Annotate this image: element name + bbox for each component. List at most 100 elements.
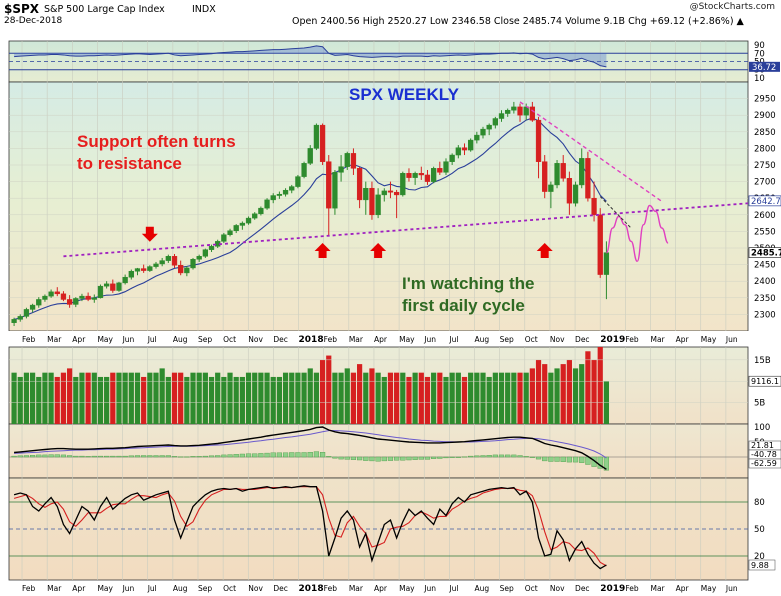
price-last-label: 2485.7 <box>751 249 781 259</box>
candle-body <box>474 134 480 141</box>
x-axis-label: Feb <box>22 335 36 344</box>
macd-histogram-bar <box>29 455 36 458</box>
volume-bar <box>511 372 517 424</box>
candle-body <box>350 153 357 169</box>
macd-histogram-bar <box>36 454 42 458</box>
volume-bar <box>375 372 381 424</box>
candle-body <box>184 267 190 274</box>
macd-histogram-bar <box>23 455 30 458</box>
x-axis-label: Aug <box>173 584 188 593</box>
candle-body <box>400 173 406 196</box>
macd-histogram-bar <box>54 454 60 458</box>
volume-bar <box>597 347 603 424</box>
volume-bar <box>190 372 196 424</box>
x-axis-label: May <box>701 584 717 593</box>
volume-bar <box>73 376 79 424</box>
x-axis-label: Dec <box>575 335 590 344</box>
macd-histogram-bar <box>252 453 258 458</box>
volume-bar <box>542 364 548 424</box>
macd-histogram-bar <box>301 452 307 458</box>
macd-histogram-bar <box>498 454 505 458</box>
rsi-line <box>14 45 607 68</box>
candle-body <box>227 230 233 235</box>
candle-body <box>412 173 418 178</box>
macd-histogram-bar <box>128 455 134 458</box>
volume-bar <box>29 372 36 424</box>
candle-body <box>369 187 375 216</box>
volume-bar <box>468 372 474 424</box>
price-tick-label: 2850 <box>754 128 776 138</box>
rsi-tick-label: 10 <box>754 74 765 84</box>
candle-body <box>313 124 320 149</box>
candle-body <box>307 148 313 164</box>
volume-bar <box>159 368 165 424</box>
down-arrow-marker <box>141 226 158 242</box>
volume-bar <box>523 372 529 424</box>
x-axis-label: Jun <box>122 584 135 593</box>
candle-body <box>66 299 73 305</box>
candle-body <box>141 268 147 271</box>
macd-histogram-bar <box>42 454 48 458</box>
candle-body <box>147 266 153 271</box>
macd-histogram-bar <box>560 456 566 463</box>
volume-bar <box>184 376 190 424</box>
macd-histogram-bar <box>104 455 110 458</box>
stochastic-tick-label: 50 <box>754 525 765 535</box>
candle-body <box>591 197 597 216</box>
candle-body <box>36 299 42 306</box>
up-arrow-marker <box>370 243 387 259</box>
candle-body <box>560 163 566 179</box>
macd-histogram-bar <box>67 455 73 458</box>
candle-body <box>443 161 449 173</box>
x-axis-label: Sep <box>500 335 514 344</box>
macd-histogram-bar <box>208 455 215 458</box>
candle-body <box>363 187 369 201</box>
support-annotation-line1: Support often turns <box>77 132 236 151</box>
volume-bar <box>54 376 60 424</box>
candle-body <box>134 268 141 272</box>
candle-body <box>208 246 215 250</box>
macd-histogram-bar <box>79 455 85 458</box>
volume-bar <box>560 364 566 424</box>
x-axis-label: Feb <box>625 584 639 593</box>
volume-bar <box>517 372 523 424</box>
volume-bar <box>307 368 313 424</box>
rsi-last-label: 36.72 <box>752 63 776 73</box>
macd-histogram-bar <box>603 456 610 471</box>
candle-body <box>122 276 128 284</box>
volume-bar <box>363 372 369 424</box>
macd-value-label: -40.78 <box>751 450 777 459</box>
x-axis-label: Feb <box>324 335 338 344</box>
stockcharts-watermark: @StockCharts.com <box>689 2 775 12</box>
price-tick-label: 2750 <box>754 161 776 171</box>
x-axis-label: Feb <box>625 335 639 344</box>
candle-body <box>319 124 326 162</box>
macd-histogram-bar <box>381 456 387 462</box>
volume-bar <box>276 376 282 424</box>
volume-bar <box>23 372 30 424</box>
candle-body <box>128 270 134 278</box>
macd-histogram-bar <box>523 456 529 458</box>
rsi-last-badge <box>749 61 780 72</box>
candle-body <box>295 176 301 187</box>
x-axis-label: Aug <box>475 335 490 344</box>
macd-histogram-bar <box>116 455 122 458</box>
macd-histogram-bar <box>110 455 116 458</box>
x-axis-label: Feb <box>22 584 36 593</box>
macd-histogram-bar <box>338 456 344 460</box>
candle-body <box>54 291 60 295</box>
x-axis-label: Nov <box>550 584 565 593</box>
macd-histogram-bar <box>535 456 542 460</box>
candle-body <box>535 119 542 162</box>
volume-bar <box>585 351 591 424</box>
candle-body <box>387 190 394 193</box>
x-axis-band-top <box>0 331 781 347</box>
macd-histogram-bar <box>449 456 455 458</box>
candle-body <box>356 168 363 201</box>
price-tick-label: 2600 <box>754 211 776 221</box>
price-last-badge <box>748 247 781 258</box>
volume-bar <box>295 372 301 424</box>
x-axis-label: 2018 <box>299 584 324 594</box>
volume-bar <box>221 376 227 424</box>
macd-panel-bg <box>8 423 749 479</box>
